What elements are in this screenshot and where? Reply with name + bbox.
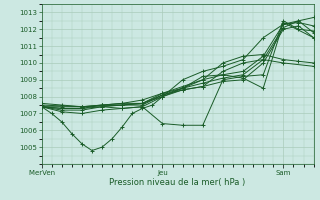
X-axis label: Pression niveau de la mer( hPa ): Pression niveau de la mer( hPa ) bbox=[109, 178, 246, 187]
